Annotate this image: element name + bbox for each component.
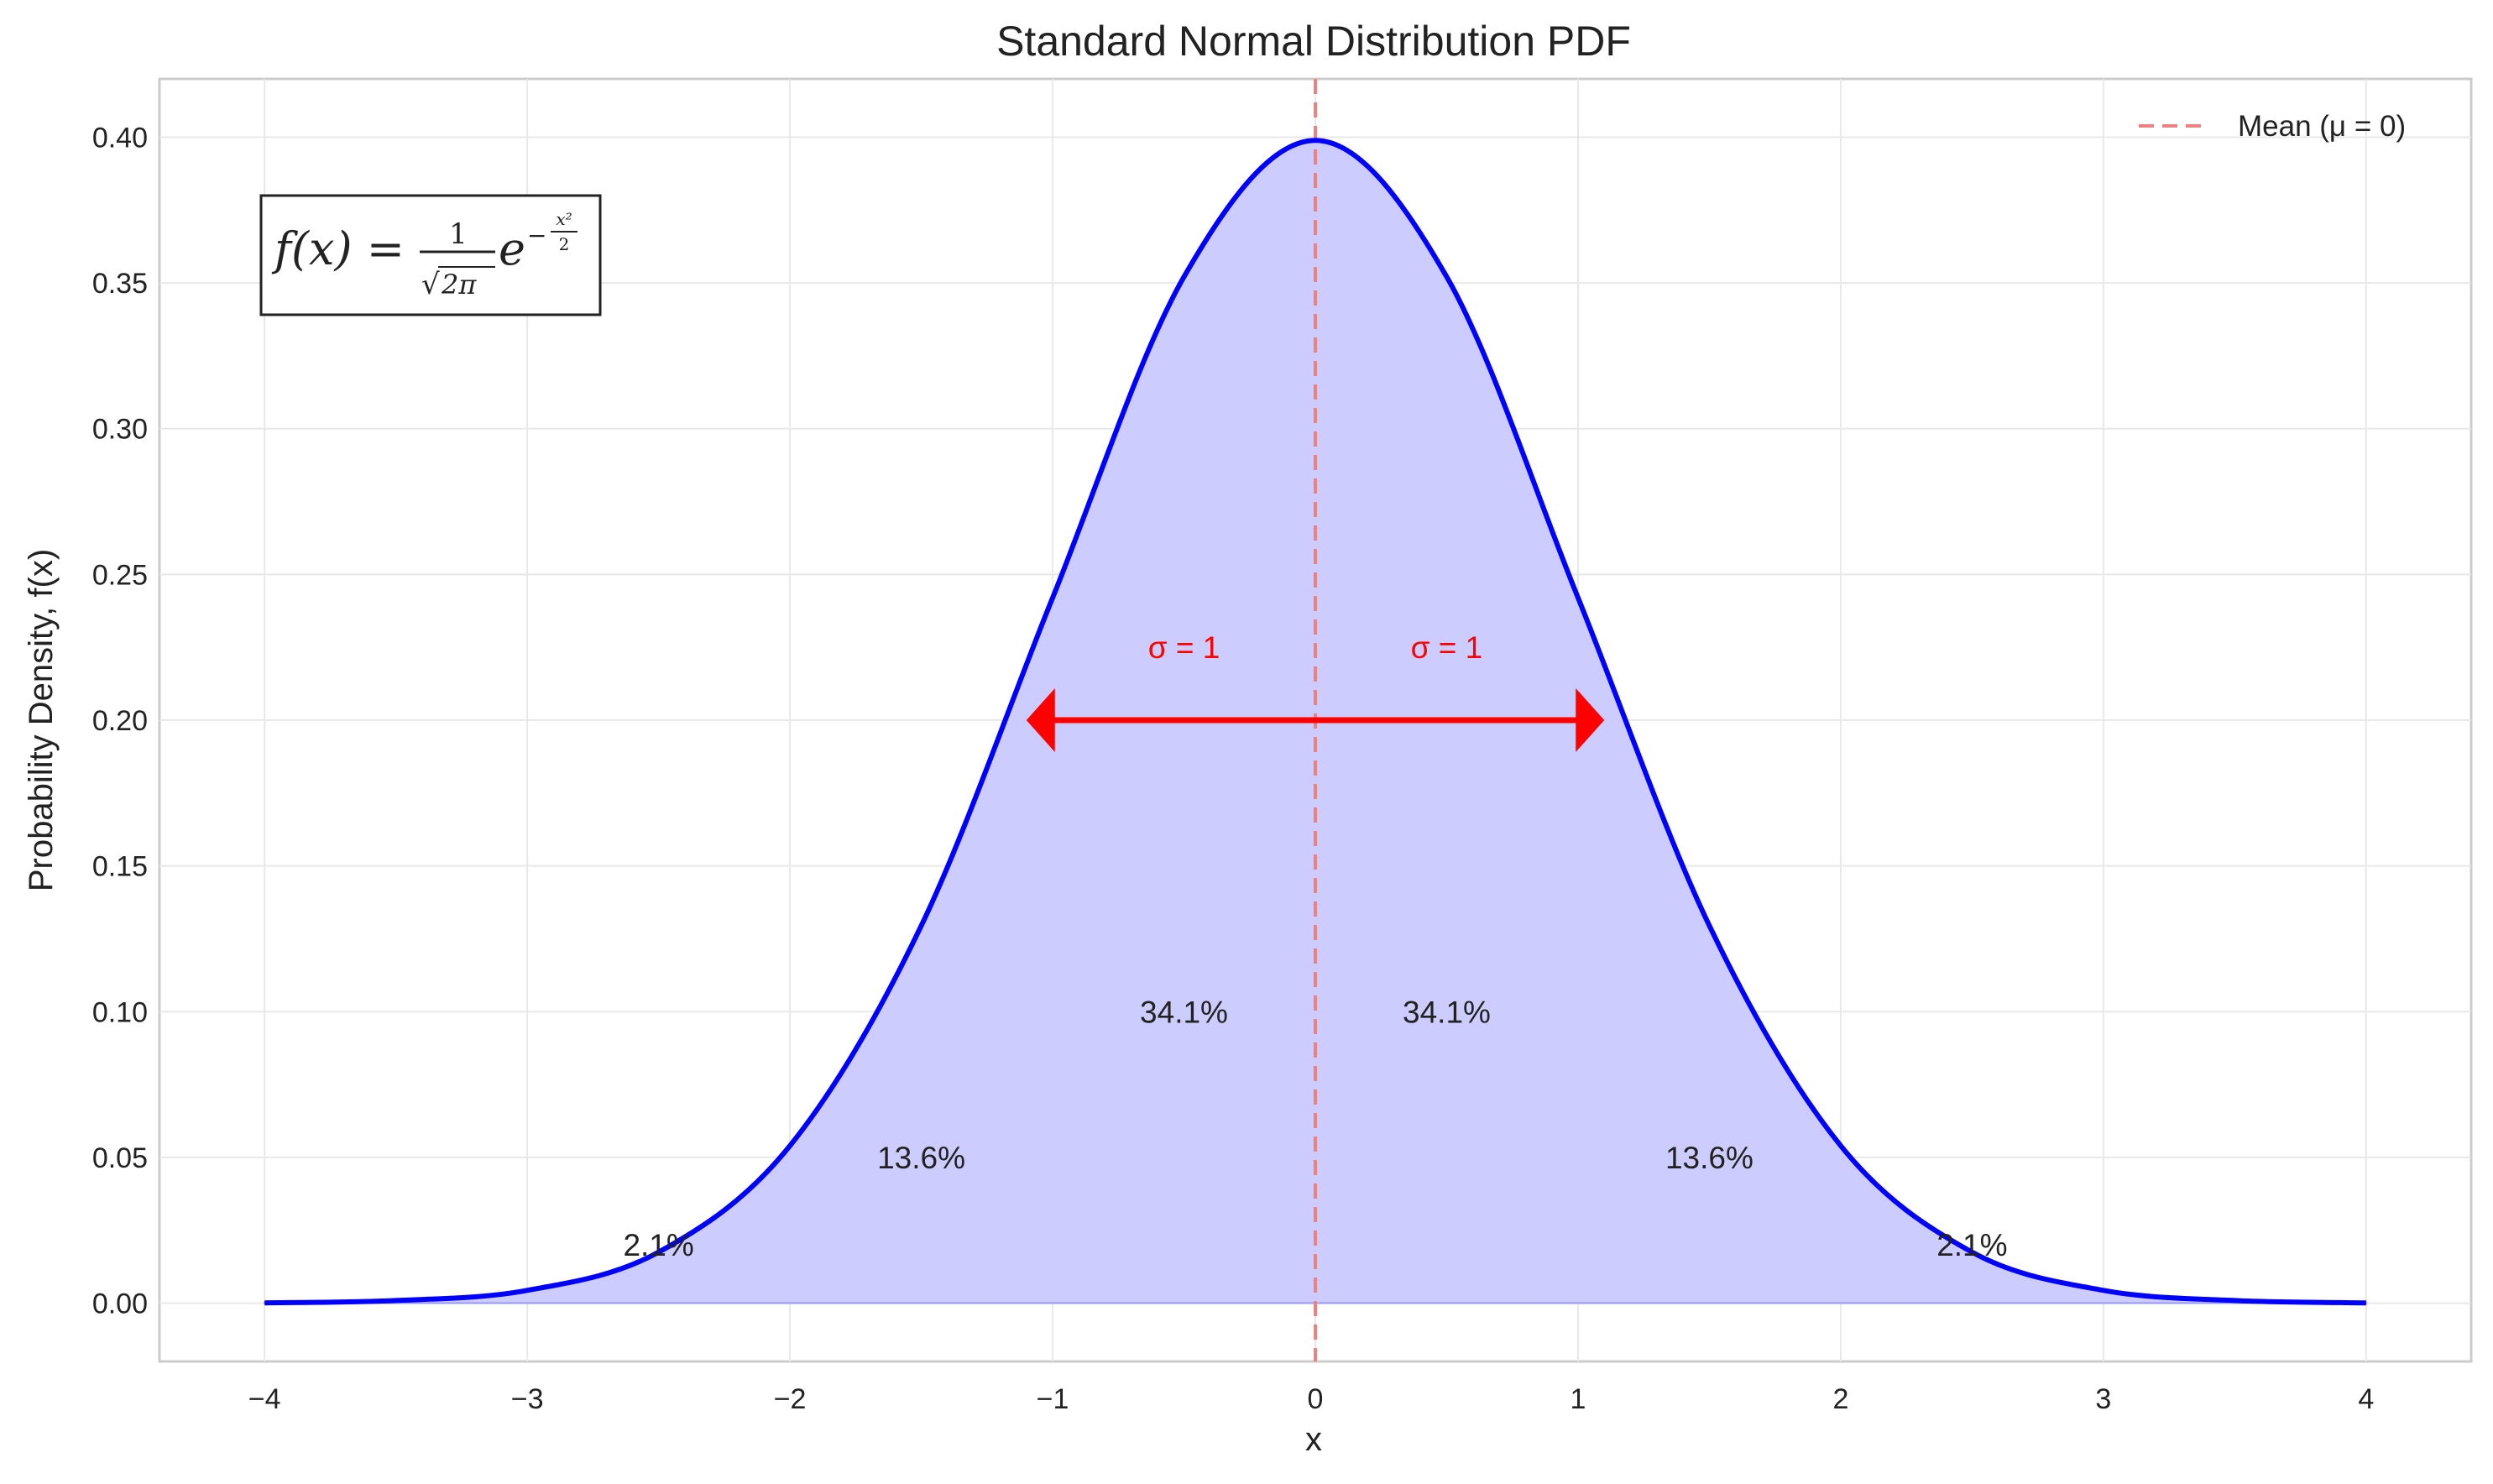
- legend-mean-label: Mean (μ = 0): [2238, 110, 2406, 143]
- percent-label: 2.1%: [1936, 1228, 2007, 1262]
- x-tick-label: −2: [774, 1383, 807, 1415]
- chart-title: Standard Normal Distribution PDF: [996, 18, 1631, 65]
- formula-exp-numerator: x²: [556, 209, 572, 229]
- x-tick-label: 1: [1570, 1383, 1586, 1415]
- sigma-arrow-head-right: [1576, 688, 1605, 752]
- y-tick-label: 0.40: [92, 122, 148, 154]
- y-tick-label: 0.20: [92, 705, 148, 737]
- formula-exp-denominator: 2: [559, 234, 570, 254]
- sigma-label: σ = 1: [1148, 630, 1220, 665]
- percent-label: 13.6%: [877, 1141, 965, 1175]
- y-tick-label: 0.05: [92, 1142, 148, 1174]
- y-tick-label: 0.30: [92, 414, 148, 446]
- y-tick-label: 0.00: [92, 1288, 148, 1320]
- x-tick-label: 3: [2095, 1383, 2111, 1415]
- curve-layer: [264, 138, 2366, 1306]
- sigma-arrow-head-left: [1026, 688, 1055, 752]
- x-tick-label: −1: [1037, 1383, 1069, 1415]
- formula-frame: [259, 194, 602, 316]
- formula-base: e: [499, 222, 525, 275]
- y-axis-label: Probability Density, f(x): [23, 549, 60, 891]
- y-tick-label: 0.10: [92, 996, 148, 1028]
- x-tick-label: 2: [1832, 1383, 1848, 1415]
- formula-exp-sign: −: [527, 222, 546, 249]
- percent-label: 2.1%: [623, 1228, 693, 1262]
- percent-label: 34.1%: [1403, 995, 1491, 1029]
- annotations: σ = 1 σ = 1 34.1% 34.1% 13.6% 13.6% 2.1% 2.1%: [623, 630, 2007, 1262]
- sigma-arrow-layer: [1026, 688, 1605, 752]
- formula-denominator: 2π: [441, 269, 477, 300]
- x-tick-label: −3: [511, 1383, 544, 1415]
- x-tick-label: −4: [248, 1383, 281, 1415]
- x-tick-label: 4: [2358, 1383, 2374, 1415]
- pdf-curve: [264, 138, 2366, 1306]
- y-tick-label: 0.25: [92, 559, 148, 591]
- formula-numerator: 1: [449, 217, 468, 251]
- y-tick-label: 0.35: [92, 268, 148, 300]
- y-tick-label: 0.15: [92, 851, 148, 883]
- formula-lhs: f(x) =: [271, 222, 405, 275]
- formula-sqrt: √: [421, 268, 440, 301]
- percent-label: 13.6%: [1665, 1141, 1753, 1175]
- percent-label: 34.1%: [1140, 995, 1228, 1029]
- x-tick-label: 0: [1308, 1383, 1324, 1415]
- x-axis-label: x: [1305, 1421, 1322, 1458]
- axis-ticks: −4 −3 −2 −1 0 1 2 3 40.000.050.100.150.200.250.3…: [92, 122, 2374, 1415]
- legend: Mean (μ = 0): [2139, 110, 2406, 143]
- formula-box: f(x) = 1 √ 2π e − x² 2: [259, 194, 602, 316]
- sigma-label: σ = 1: [1411, 630, 1483, 665]
